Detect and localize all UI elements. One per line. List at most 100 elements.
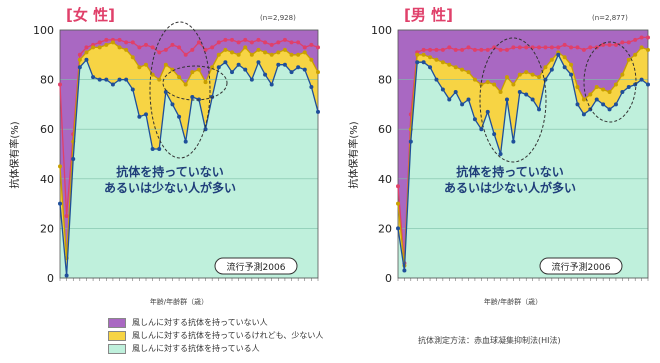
legend-item-few: 風しんに対する抗体を持っているけれども、少ない人 bbox=[108, 329, 323, 342]
panel-title: [女 性] bbox=[66, 6, 115, 24]
series-none-line-point bbox=[620, 40, 625, 45]
annotation-line-1: 抗体を持っていない bbox=[116, 164, 223, 179]
series-none-line-point bbox=[543, 45, 548, 50]
series-none-line-point bbox=[256, 37, 261, 42]
chart-panel-0: 0 20 40 60 80 100 [女 性] (n=2,928) 抗体保有率(%) 年齢/年齢群… bbox=[8, 6, 320, 306]
highlight-ellipse bbox=[583, 41, 637, 123]
series-few-line-point bbox=[396, 201, 400, 206]
series-none-line-point bbox=[524, 45, 529, 50]
series-have-line-point bbox=[646, 82, 650, 87]
series-none-line-point bbox=[626, 40, 631, 45]
series-have-line-point bbox=[163, 90, 168, 94]
series-few-line-point bbox=[223, 47, 228, 52]
series-few-line-point bbox=[524, 70, 529, 75]
chart-panel-1: 0 20 40 60 80 100 [男 性] (n=2,877) 抗体保有率(%) 年齢/年齢群… bbox=[347, 6, 650, 306]
series-none-line-point bbox=[434, 47, 439, 52]
legend-swatch-few bbox=[108, 330, 126, 341]
y-tick-label: 40 bbox=[40, 173, 54, 186]
series-none-line-point bbox=[396, 184, 400, 189]
series-none-line-point bbox=[302, 45, 307, 50]
series-few-line-point bbox=[588, 92, 593, 97]
series-few-line-point bbox=[421, 52, 426, 57]
legend-label-few: 風しんに対する抗体を持っているけれども、少ない人 bbox=[132, 331, 324, 340]
series-few-line-point bbox=[289, 52, 294, 57]
series-have-line-point bbox=[124, 77, 129, 82]
series-none-line-point bbox=[243, 37, 248, 42]
series-none-line-point bbox=[177, 45, 182, 50]
series-have-line-point bbox=[466, 97, 471, 102]
series-none-line-point bbox=[104, 37, 109, 42]
series-none-line-point bbox=[447, 45, 452, 50]
series-few-line-point bbox=[537, 75, 542, 80]
series-few-line-point bbox=[243, 45, 248, 50]
annotation-line-2: あるいは少ない人が多い bbox=[444, 180, 576, 195]
series-none-line-point bbox=[517, 45, 522, 50]
series-none-line-point bbox=[170, 42, 175, 47]
series-few-line-point bbox=[216, 52, 221, 57]
area-have bbox=[60, 59, 318, 278]
series-few-line bbox=[397, 46, 649, 266]
series-have-line-point bbox=[479, 127, 484, 132]
y-tick-label: 80 bbox=[378, 74, 392, 87]
series-few-line-point bbox=[296, 52, 301, 57]
area-few bbox=[398, 47, 648, 271]
series-few-line-point bbox=[453, 65, 458, 70]
series-none-line-point bbox=[150, 45, 155, 50]
series-few-line-point bbox=[163, 62, 168, 67]
series-have-line-point bbox=[421, 60, 426, 65]
plot-frame bbox=[59, 29, 319, 279]
series-few-line-point bbox=[316, 70, 320, 75]
series-few-line-point bbox=[110, 40, 115, 45]
series-none-line-point bbox=[236, 40, 241, 45]
badge-box bbox=[214, 257, 298, 275]
x-axis-label: 年齢/年齢群（歳） bbox=[150, 297, 208, 306]
series-few-line-point bbox=[230, 50, 234, 55]
series-none-line-point bbox=[498, 47, 503, 52]
series-have-line-point bbox=[620, 90, 625, 94]
series-have-line-point bbox=[183, 139, 188, 144]
series-have-line bbox=[59, 58, 319, 276]
series-have-line-point bbox=[130, 87, 135, 92]
series-have-line-point bbox=[556, 52, 561, 57]
series-none-line-point bbox=[639, 35, 644, 40]
series-none-line-point bbox=[460, 47, 465, 52]
series-few-line-point bbox=[263, 50, 268, 55]
series-few-line-point bbox=[472, 77, 477, 82]
series-few-line-point bbox=[276, 50, 281, 55]
series-none-line-point bbox=[84, 45, 89, 50]
series-few-line-point bbox=[434, 57, 439, 62]
series-have-line-point bbox=[440, 87, 445, 92]
series-have-line-point bbox=[524, 92, 529, 97]
series-have-line-point bbox=[77, 65, 82, 70]
series-few-line-point bbox=[639, 45, 644, 50]
series-none-line-point bbox=[216, 40, 221, 45]
y-tick-label: 0 bbox=[47, 272, 54, 285]
series-none-line-point bbox=[263, 40, 268, 45]
series-have-line-point bbox=[447, 97, 452, 102]
series-have-line-point bbox=[104, 77, 109, 82]
series-have-line-point bbox=[517, 90, 522, 94]
series-have-line-point bbox=[408, 139, 413, 144]
badge-label: 流行予測2006 bbox=[552, 261, 611, 273]
series-none-line-point bbox=[511, 45, 516, 50]
series-none-line-point bbox=[269, 42, 274, 47]
series-have-line-point bbox=[594, 97, 599, 102]
sample-size-label: (n=2,877) bbox=[592, 14, 628, 22]
series-few-line-point bbox=[415, 52, 420, 57]
series-have-line-point bbox=[137, 114, 142, 119]
series-none-line-point bbox=[58, 82, 62, 87]
series-none-line-point bbox=[440, 47, 445, 52]
highlight-ellipse bbox=[162, 65, 228, 101]
series-have-line-point bbox=[530, 97, 535, 102]
y-tick-label: 0 bbox=[385, 272, 392, 285]
series-few-line-point bbox=[601, 87, 606, 92]
series-have-line-point bbox=[236, 62, 241, 67]
series-few-line-point bbox=[575, 85, 580, 90]
series-none-line-point bbox=[183, 52, 188, 57]
series-few-line-point bbox=[104, 42, 109, 47]
series-few-line-point bbox=[157, 77, 162, 82]
legend: 風しんに対する抗体を持っていない人 風しんに対する抗体を持っているけれども、少な… bbox=[108, 316, 323, 355]
series-have-line-point bbox=[144, 112, 148, 117]
series-none-line-point bbox=[575, 45, 580, 50]
